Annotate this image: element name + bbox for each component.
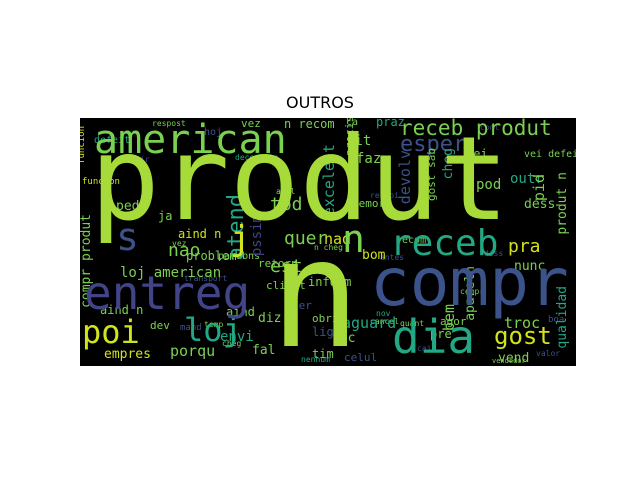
- word: vez: [241, 118, 261, 130]
- word: american: [94, 118, 287, 163]
- word: vend: [498, 351, 530, 366]
- word: loj american: [120, 265, 222, 281]
- word: tim: [312, 347, 334, 361]
- word: valor: [536, 349, 561, 358]
- word: sobr: [308, 267, 328, 276]
- word: agor: [440, 315, 467, 328]
- word: pre: [430, 327, 452, 341]
- word: receb produt: [400, 118, 552, 140]
- word: cheg: [222, 339, 242, 348]
- word: sit: [346, 133, 372, 149]
- word: poi: [82, 313, 140, 351]
- word: entreg: [84, 266, 251, 320]
- word: esper: [400, 132, 467, 157]
- word: empres: [104, 347, 151, 362]
- word: boa: [548, 315, 565, 325]
- word: fal: [252, 343, 276, 358]
- word: produt n: [555, 172, 570, 235]
- word: n: [342, 217, 365, 261]
- word: tod: [270, 194, 303, 215]
- word: ped: [116, 199, 140, 214]
- word: defeit: [94, 135, 131, 146]
- word: transport: [184, 274, 228, 283]
- word: loj: [184, 311, 242, 349]
- word: lig: [312, 325, 334, 339]
- chart-title: OUTROS: [286, 93, 354, 112]
- word: vei defeit: [524, 149, 576, 160]
- word: est: [270, 256, 303, 277]
- word: aind n: [178, 227, 222, 241]
- word: compr: [370, 244, 569, 321]
- word: dess: [524, 197, 556, 212]
- word: celul: [344, 351, 378, 364]
- word: demor: [352, 197, 386, 210]
- word: nenhum: [301, 355, 330, 364]
- word: vez: [172, 239, 187, 248]
- word: primeir: [116, 155, 150, 164]
- word: mand: [180, 323, 202, 333]
- word: aval: [276, 187, 296, 196]
- word: ja: [158, 209, 173, 223]
- word: produt: [90, 118, 510, 247]
- word: ter: [292, 299, 312, 312]
- word: quer: [284, 228, 328, 249]
- word: ns: [248, 251, 261, 262]
- word: fic: [332, 331, 356, 346]
- word: dev: [150, 319, 170, 332]
- word: hoj: [204, 127, 223, 138]
- word: aguard: [342, 314, 397, 332]
- word: obrig: [312, 312, 346, 325]
- word: gost: [494, 322, 552, 350]
- word: troc: [504, 314, 541, 332]
- word: recom: [396, 235, 427, 246]
- word: pra: [508, 236, 541, 257]
- word: funcion: [82, 177, 120, 187]
- word: praz: [376, 118, 405, 129]
- word: s: [116, 215, 139, 259]
- word: faz: [356, 151, 382, 167]
- word: nao: [168, 240, 201, 261]
- word: porqu: [170, 342, 216, 360]
- word: parab: [218, 251, 249, 262]
- word: vendedor: [492, 357, 526, 365]
- word: caix: [417, 344, 437, 353]
- word: j: [230, 219, 251, 259]
- word: receb: [390, 223, 499, 264]
- word: funcion: [80, 126, 87, 164]
- word: diz: [258, 311, 282, 326]
- word: dia: [392, 310, 476, 364]
- word: retorn: [258, 257, 298, 270]
- word: quant: [400, 319, 425, 328]
- word: pid: [530, 174, 548, 202]
- word: aind n: [100, 303, 144, 317]
- word: decepcion: [235, 153, 279, 162]
- word: temp: [204, 320, 224, 329]
- word: ca: [346, 118, 359, 128]
- word: pod: [476, 177, 502, 193]
- word: problem: [186, 249, 237, 263]
- word: nunc: [514, 259, 546, 274]
- word: cont: [480, 123, 500, 132]
- word: antes: [380, 253, 405, 262]
- word: nov: [376, 309, 391, 318]
- word: n recom: [284, 118, 335, 131]
- word: compr: [460, 287, 485, 296]
- word: aind: [226, 305, 255, 319]
- word: outr: [510, 171, 544, 187]
- word: inform: [308, 275, 352, 289]
- word: nad: [324, 230, 352, 248]
- word-cloud: respost defeit funcion hoj vez n recom c…: [80, 118, 576, 366]
- word: respost: [152, 119, 186, 128]
- word: bom: [362, 248, 386, 263]
- word: n: [270, 208, 361, 366]
- word: vei: [466, 147, 488, 161]
- word: diss: [484, 249, 504, 258]
- word: envi: [220, 329, 254, 345]
- word: recebi: [370, 191, 399, 200]
- word: cancel: [370, 317, 399, 326]
- word: n cheg: [314, 243, 343, 252]
- word: client: [266, 279, 306, 292]
